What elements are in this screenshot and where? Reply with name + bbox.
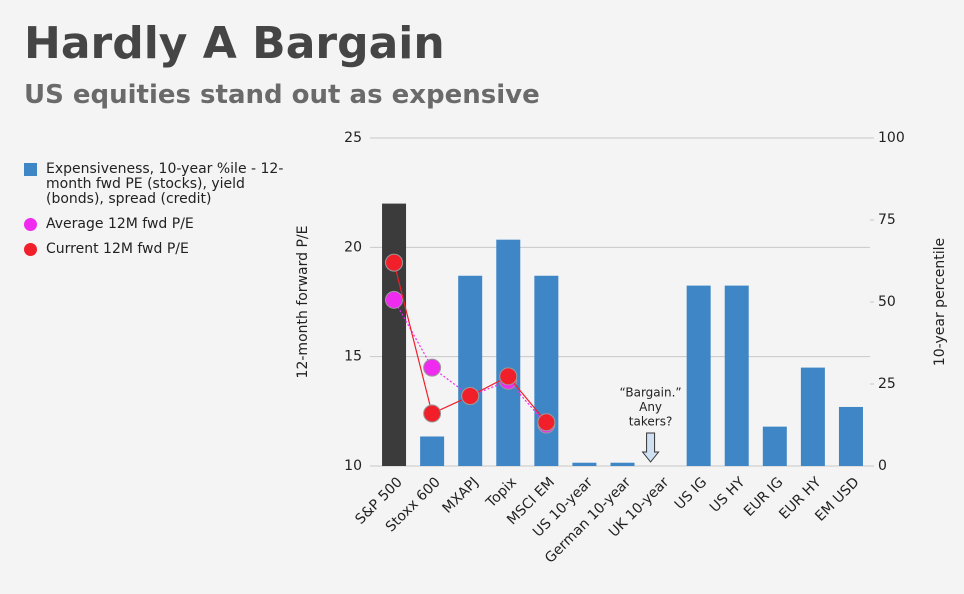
y2-tick-label: 0 [878,458,887,474]
y-tick-label: 25 [344,130,362,146]
marker [385,253,404,272]
legend-label: Current 12M fwd P/E [46,241,189,257]
marker [461,387,480,406]
y-tick-label: 15 [344,349,362,365]
y-tick-label: 20 [344,239,362,255]
y2-tick-label: 25 [878,376,896,392]
legend: Expensiveness, 10-year %ile - 12-month f… [24,162,284,267]
bar [686,285,711,466]
legend-swatch [24,163,37,176]
marker [537,413,556,432]
annotation: Any [639,400,662,414]
marker [423,358,442,377]
bar [420,436,445,466]
y-tick-label: 10 [344,458,362,474]
x-tick-label: MXAPJ [440,474,482,516]
annotation: “Bargain.” [620,386,682,400]
bar [382,203,407,466]
y2-axis-label: 10-year percentile [932,238,948,366]
bar [762,426,787,466]
legend-swatch [24,218,37,231]
bar [458,275,483,466]
bar [724,285,749,466]
marker [385,290,404,309]
marker [423,404,442,423]
annotation-arrow [641,432,660,463]
legend-item: Expensiveness, 10-year %ile - 12-month f… [24,162,284,207]
y2-tick-label: 50 [878,294,896,310]
y2-tick-label: 75 [878,212,896,228]
annotation: takers? [629,415,673,429]
y2-tick-label: 100 [878,130,905,146]
marker [499,367,518,386]
chart-title: Hardly A Bargain [24,18,445,69]
legend-label: Average 12M fwd P/E [46,216,194,232]
bar [534,275,559,466]
legend-item: Current 12M fwd P/E [24,242,284,257]
bar [838,406,863,466]
legend-item: Average 12M fwd P/E [24,217,284,232]
bar [496,239,521,466]
x-tick-label: US IG [672,474,711,513]
legend-swatch [24,243,37,256]
bar [610,462,635,466]
legend-label: Expensiveness, 10-year %ile - 12-month f… [46,161,284,207]
y-axis-label: 12-month forward P/E [295,226,311,379]
bar [572,462,597,466]
bar [800,367,825,466]
chart-subtitle: US equities stand out as expensive [24,80,540,110]
